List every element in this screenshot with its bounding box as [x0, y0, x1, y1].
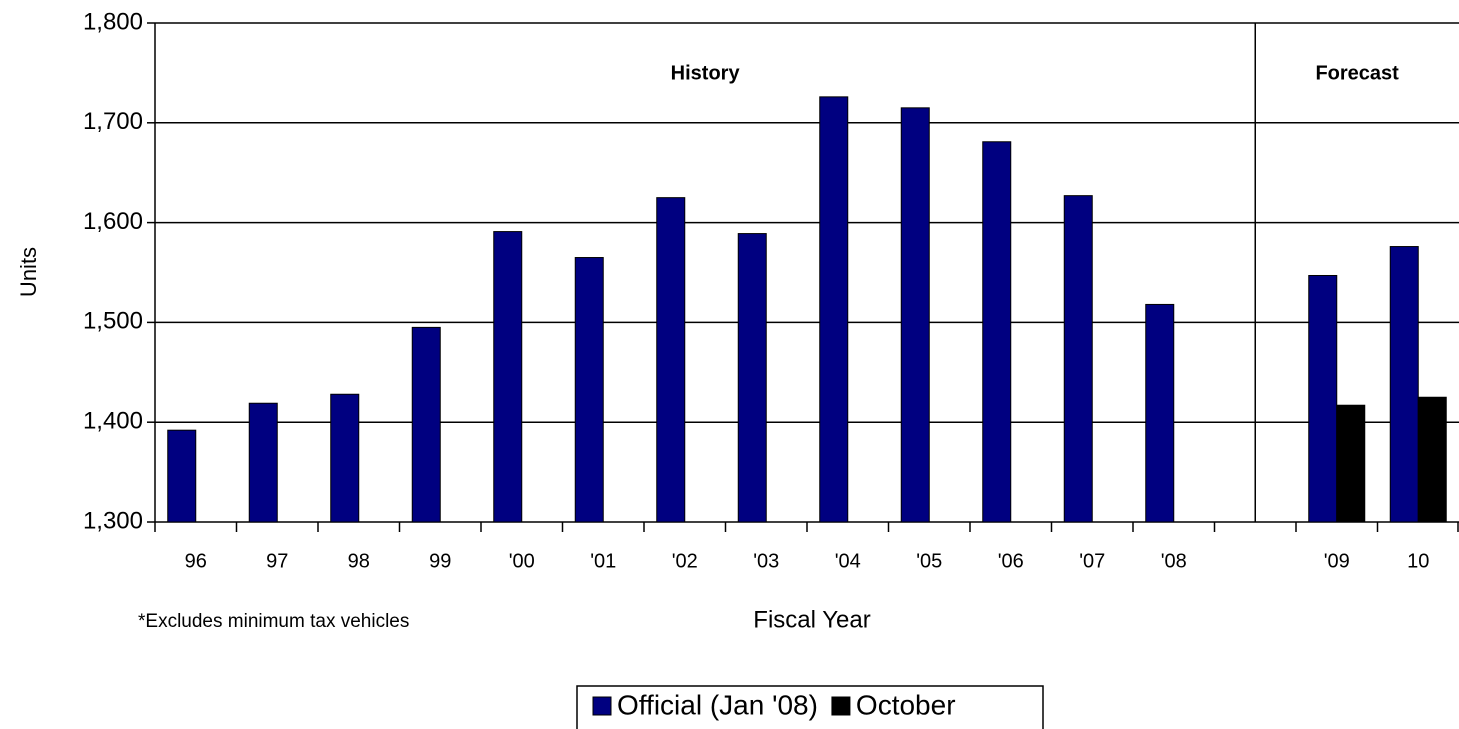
- bar: [167, 429, 197, 523]
- annotation: History: [671, 62, 741, 84]
- legend-swatch: [831, 696, 851, 716]
- bar: [1389, 246, 1419, 523]
- x-tick-label: '09: [1324, 550, 1350, 572]
- bar: [900, 107, 930, 523]
- y-tick-label: 1,500: [83, 308, 143, 335]
- x-tick-label: '08: [1161, 550, 1187, 572]
- x-tick-label: '02: [672, 550, 698, 572]
- x-tick-label: '01: [590, 550, 616, 572]
- bar: [493, 231, 523, 523]
- bar: [330, 393, 360, 523]
- x-tick-label: '03: [753, 550, 779, 572]
- bar: [656, 197, 686, 523]
- legend-label: October: [856, 689, 956, 720]
- x-tick-label: 99: [429, 550, 451, 572]
- x-tick-label: '04: [835, 550, 861, 572]
- annotation: Forecast: [1315, 62, 1399, 84]
- bar: [411, 326, 441, 523]
- x-tick-label: 96: [185, 550, 207, 572]
- legend-label: Official (Jan '08): [617, 689, 818, 720]
- x-tick-label: '07: [1079, 550, 1105, 572]
- bar: [1063, 195, 1093, 523]
- legend-box: [576, 685, 1044, 729]
- x-tick-label: '06: [998, 550, 1024, 572]
- x-tick-label: 97: [266, 550, 288, 572]
- x-tick-label: 10: [1407, 550, 1429, 572]
- y-tick-label: 1,300: [83, 507, 143, 534]
- bar: [574, 257, 604, 523]
- footnote: *Excludes minimum tax vehicles: [138, 611, 409, 632]
- legend-swatch: [592, 696, 612, 716]
- bar: [248, 402, 278, 523]
- x-tick-label: '00: [509, 550, 535, 572]
- y-tick-label: 1,800: [83, 8, 143, 35]
- bar: [819, 96, 849, 523]
- bar: [1417, 396, 1447, 523]
- y-axis-label: Units: [16, 247, 41, 297]
- bar: [982, 141, 1012, 523]
- bar: [737, 233, 767, 523]
- bar: [1308, 274, 1338, 523]
- x-tick-label: 98: [348, 550, 370, 572]
- x-axis-label: Fiscal Year: [753, 606, 870, 633]
- y-tick-label: 1,400: [83, 408, 143, 435]
- bar: [1336, 404, 1366, 523]
- bar: [1145, 303, 1175, 523]
- y-tick-label: 1,700: [83, 108, 143, 135]
- y-tick-label: 1,600: [83, 208, 143, 235]
- x-tick-label: '05: [916, 550, 942, 572]
